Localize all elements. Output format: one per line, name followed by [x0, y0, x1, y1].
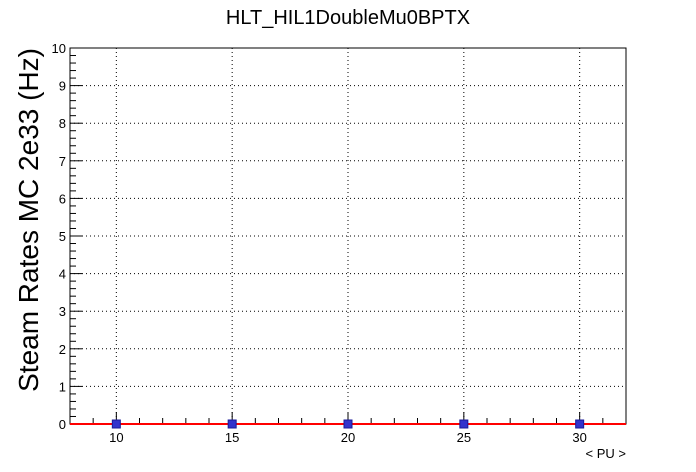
- y-tick-label: 4: [59, 267, 66, 282]
- y-tick-label: 6: [59, 191, 66, 206]
- y-tick-label: 8: [59, 116, 66, 131]
- x-tick-label: 30: [572, 430, 586, 445]
- y-tick-label: 7: [59, 154, 66, 169]
- x-tick-label: 25: [457, 430, 471, 445]
- y-tick-label: 1: [59, 379, 66, 394]
- grid-layer: [70, 48, 626, 424]
- data-point: [459, 419, 469, 429]
- y-tick-label: 10: [52, 41, 66, 56]
- data-point: [227, 419, 237, 429]
- y-tick-label: 5: [59, 229, 66, 244]
- y-tick-label: 9: [59, 79, 66, 94]
- points-layer: [111, 419, 585, 429]
- data-point: [111, 419, 121, 429]
- y-tick-label: 0: [59, 417, 66, 432]
- chart-title: HLT_HIL1DoubleMu0BPTX: [226, 7, 470, 29]
- y-tick-label: 2: [59, 342, 66, 357]
- x-axis-label: < PU >: [586, 446, 626, 461]
- x-tick-label: 10: [109, 430, 123, 445]
- labels-layer: 10 15 20 25 30 0 1 2 3 4 5 6 7 8 9 10: [52, 41, 587, 445]
- x-tick-label: 15: [225, 430, 239, 445]
- y-axis-label: Steam Rates MC 2e33 (Hz): [13, 48, 44, 392]
- data-point: [343, 419, 353, 429]
- y-tick-label: 3: [59, 304, 66, 319]
- data-point: [575, 419, 585, 429]
- x-tick-label: 20: [341, 430, 355, 445]
